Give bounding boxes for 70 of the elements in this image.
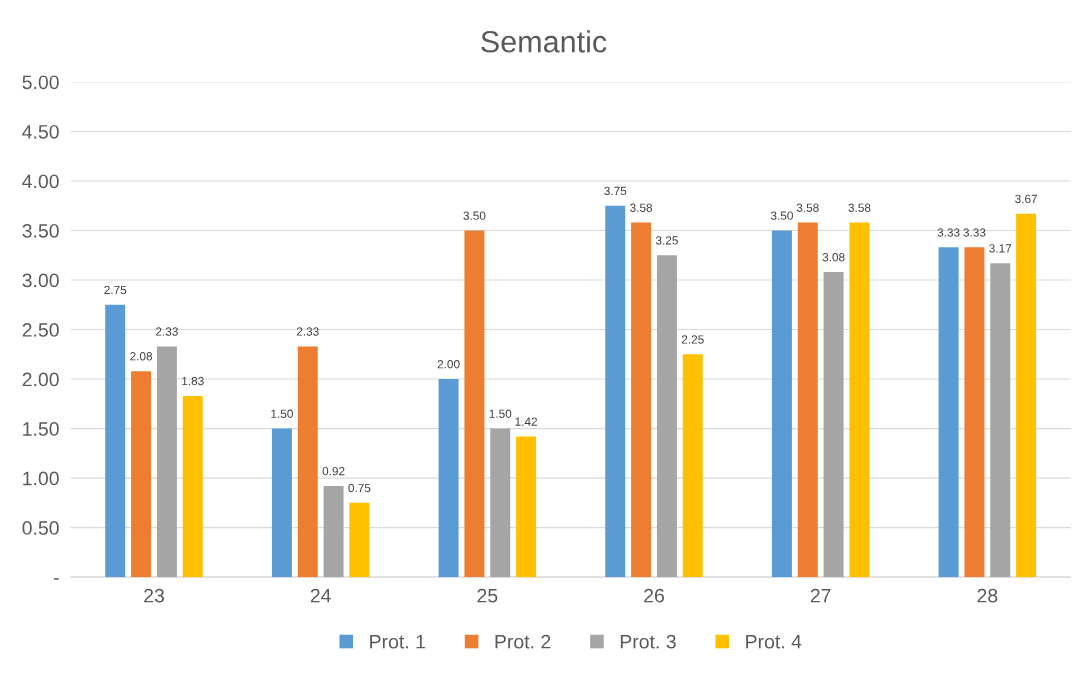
data-label: 3.50 [770,211,793,220]
y-tick-label: - [53,578,59,580]
y-tick-label: 1.00 [23,471,59,486]
data-label: 1.50 [271,409,293,418]
bar [464,230,485,578]
y-tick-label: 3.00 [22,273,59,288]
bar [182,395,203,578]
y-tick-label: 5.00 [22,75,59,90]
data-label: 3.58 [630,203,653,212]
bar [605,205,626,578]
data-label: 1.50 [489,409,512,418]
x-tick-label: 27 [810,588,831,603]
bar [349,502,370,578]
bar [438,379,459,578]
data-label: 0.75 [348,483,371,493]
bar [631,222,652,578]
data-label: 1.83 [182,376,204,386]
y-tick-label: 2.00 [22,372,59,387]
x-tick-label: 24 [310,588,331,603]
data-label: 1.42 [515,417,537,426]
data-label: 2.00 [437,360,460,369]
bar [797,222,818,578]
legend-label: Prot. 2 [495,634,551,649]
bar [1016,213,1037,578]
bar [849,222,870,578]
y-tick-label: 1.50 [23,422,59,436]
y-tick-label: 0.50 [22,521,59,535]
y-tick-label: 4.00 [22,174,59,189]
bar [964,247,985,578]
data-label: 3.50 [463,211,486,220]
legend-label: Prot. 3 [620,634,676,649]
bar [490,428,511,578]
data-label: 2.33 [156,327,178,336]
data-label: 2.75 [104,285,127,295]
bar [516,436,537,578]
bar [271,428,292,578]
data-label: 3.58 [848,203,871,212]
legend-label: Prot. 4 [746,634,802,649]
bar [297,346,318,578]
data-label: 3.58 [796,203,819,212]
data-label: 3.75 [604,186,627,196]
data-label: 3.17 [989,244,1012,253]
x-tick-label: 25 [477,588,498,603]
bar [323,486,344,578]
bar [771,230,792,578]
data-label: 2.25 [681,335,704,344]
bar [682,354,703,578]
data-label: 2.33 [296,327,319,336]
bar [131,371,152,578]
bar [938,247,959,578]
y-tick-label: 4.50 [22,124,59,139]
bar [656,255,677,578]
data-label: 2.08 [130,352,153,361]
x-tick-label: 23 [144,588,164,603]
data-label: 3.33 [963,228,986,237]
data-label: 0.92 [322,467,345,476]
x-tick-label: 26 [644,588,664,603]
bar [990,263,1011,578]
data-label: 3.08 [822,253,845,262]
bar [823,272,844,578]
x-tick-label: 28 [977,588,998,603]
y-tick-label: 2.50 [22,323,59,337]
data-label: 3.33 [937,228,960,237]
bar [156,346,177,578]
data-label: 3.25 [655,236,678,245]
data-label: 3.67 [1015,194,1038,204]
legend-label: Prot. 1 [370,634,425,649]
bar [105,304,126,578]
chart-title: Semantic [481,30,607,53]
y-tick-label: 3.50 [22,223,59,238]
